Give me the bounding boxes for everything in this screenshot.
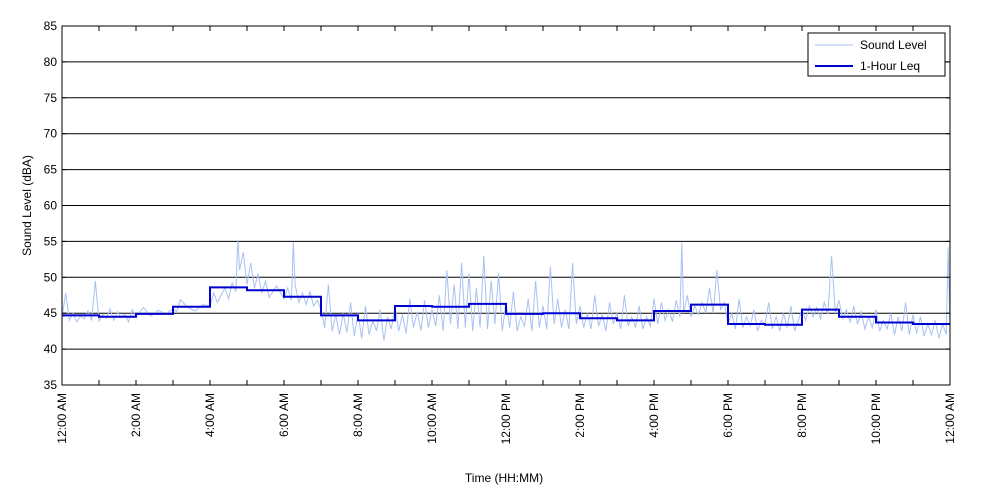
x-tick-label: 2:00 AM (129, 393, 143, 437)
y-tick-label: 85 (44, 19, 58, 33)
y-tick-label: 40 (44, 342, 58, 356)
legend-label-sound-level: Sound Level (860, 38, 927, 52)
series-1-hour-leq-line (62, 286, 950, 326)
x-tick-label: 12:00 AM (55, 393, 69, 444)
x-tick-label: 6:00 PM (721, 393, 735, 438)
x-axis: 12:00 AM 2:00 AM 4:00 AM 6:00 AM 8:00 AM 10:0… (55, 26, 957, 444)
y-tick-label: 65 (44, 163, 58, 177)
y-axis: 35 40 45 50 55 60 65 70 75 80 85 (44, 19, 950, 392)
x-tick-label: 10:00 PM (869, 393, 883, 444)
x-tick-label: 6:00 AM (277, 393, 291, 437)
y-tick-label: 75 (44, 91, 58, 105)
x-tick-label: 12:00 PM (499, 393, 513, 444)
legend-box (807, 32, 946, 77)
legend: Sound Level 1-Hour Leq (807, 32, 946, 77)
series-layer (61, 239, 951, 341)
x-tick-label: 2:00 PM (573, 393, 587, 438)
y-tick-label: 50 (44, 270, 58, 284)
x-tick-label: 8:00 AM (351, 393, 365, 437)
x-tick-label: 12:00 AM (943, 393, 957, 444)
y-tick-label: 70 (44, 127, 58, 141)
legend-label-1-hour-leq: 1-Hour Leq (860, 59, 920, 73)
y-tick-label: 55 (44, 234, 58, 248)
y-tick-label: 35 (44, 378, 58, 392)
x-tick-label: 8:00 PM (795, 393, 809, 438)
x-axis-label: Time (HH:MM) (465, 471, 543, 485)
y-tick-label: 45 (44, 306, 58, 320)
x-tick-label: 4:00 AM (203, 393, 217, 437)
y-tick-label: 60 (44, 199, 58, 213)
y-tick-label: 80 (44, 55, 58, 69)
x-tick-label: 4:00 PM (647, 393, 661, 438)
y-axis-label: Sound Level (dBA) (20, 155, 34, 256)
x-tick-label: 10:00 AM (425, 393, 439, 444)
